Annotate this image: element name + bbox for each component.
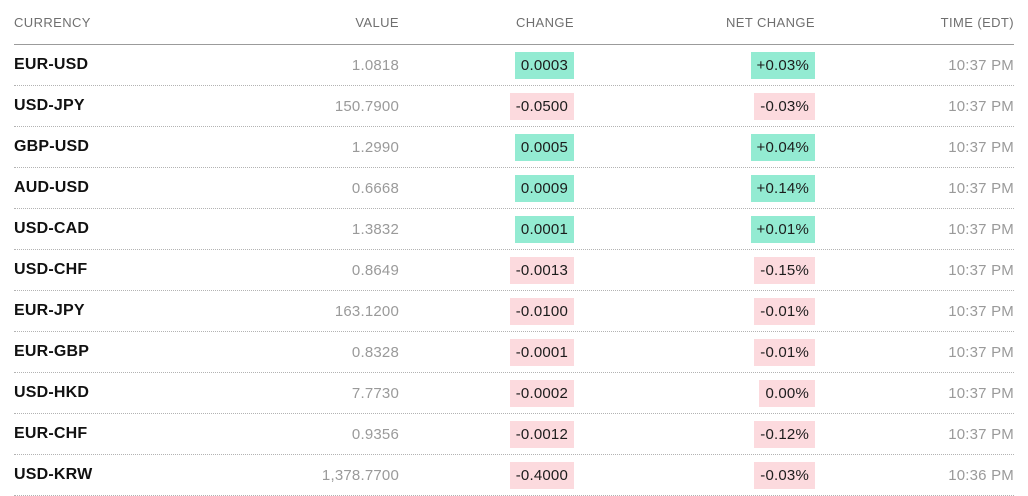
value-cell: 150.7900 [334, 97, 399, 115]
change-badge: -0.0001 [509, 338, 574, 366]
time-cell: 10:37 PM [948, 302, 1014, 320]
table-row: AUD-USD 0.6668 0.0009 +0.14% 10:37 PM [14, 168, 1014, 209]
change-cell: 0.0003 [399, 51, 574, 79]
currency-pair-link[interactable]: EUR-CHF [14, 425, 88, 442]
value-cell: 1.2990 [351, 138, 399, 156]
change-badge: 0.0001 [514, 215, 574, 243]
net-change-badge: +0.01% [750, 215, 815, 243]
table-row: EUR-GBP 0.8328 -0.0001 -0.01% 10:37 PM [14, 332, 1014, 373]
change-badge: -0.0002 [509, 379, 574, 407]
net-change-cell: +0.01% [574, 215, 815, 243]
currency-pair-link[interactable]: USD-CAD [14, 220, 90, 237]
net-change-badge: 0.00% [759, 379, 815, 407]
currency-pair-link[interactable]: USD-JPY [14, 97, 85, 114]
time-cell: 10:37 PM [948, 97, 1014, 115]
table-row: EUR-JPY 163.1200 -0.0100 -0.01% 10:37 PM [14, 291, 1014, 332]
net-change-cell: -0.12% [574, 420, 815, 448]
currency-pair-link[interactable]: USD-KRW [14, 466, 93, 483]
table-row: GBP-USD 1.2990 0.0005 +0.04% 10:37 PM [14, 127, 1014, 168]
table-row: USD-HKD 7.7730 -0.0002 0.00% 10:37 PM [14, 373, 1014, 414]
time-cell: 10:37 PM [948, 343, 1014, 361]
net-change-badge: -0.12% [754, 420, 815, 448]
change-cell: -0.4000 [399, 461, 574, 489]
column-header-currency: CURRENCY [14, 14, 91, 30]
time-cell: 10:37 PM [948, 220, 1014, 238]
table-row: USD-CHF 0.8649 -0.0013 -0.15% 10:37 PM [14, 250, 1014, 291]
change-cell: 0.0001 [399, 215, 574, 243]
currency-pair-link[interactable]: EUR-JPY [14, 302, 85, 319]
currency-pair-link[interactable]: USD-CHF [14, 261, 88, 278]
net-change-badge: -0.15% [754, 256, 815, 284]
currency-pair-link[interactable]: EUR-GBP [14, 343, 90, 360]
value-cell: 0.6668 [351, 179, 399, 197]
change-cell: 0.0009 [399, 174, 574, 202]
currency-pair-link[interactable]: GBP-USD [14, 138, 90, 155]
time-cell: 10:37 PM [948, 56, 1014, 74]
table-row: USD-CAD 1.3832 0.0001 +0.01% 10:37 PM [14, 209, 1014, 250]
value-cell: 0.8649 [351, 261, 399, 279]
change-cell: -0.0001 [399, 338, 574, 366]
change-cell: -0.0013 [399, 256, 574, 284]
change-cell: 0.0005 [399, 133, 574, 161]
net-change-badge: -0.03% [754, 461, 815, 489]
table-row: USD-KRW 1,378.7700 -0.4000 -0.03% 10:36 … [14, 455, 1014, 496]
net-change-cell: +0.14% [574, 174, 815, 202]
column-header-change: CHANGE [515, 14, 574, 30]
change-badge: -0.0100 [509, 297, 574, 325]
change-badge: -0.0500 [509, 92, 574, 120]
change-badge: -0.4000 [509, 461, 574, 489]
net-change-cell: -0.01% [574, 338, 815, 366]
net-change-cell: -0.03% [574, 461, 815, 489]
currency-pair-link[interactable]: EUR-USD [14, 56, 89, 73]
value-cell: 1.0818 [351, 56, 399, 74]
net-change-badge: +0.03% [750, 51, 815, 79]
time-cell: 10:37 PM [948, 261, 1014, 279]
net-change-cell: +0.03% [574, 51, 815, 79]
value-cell: 0.8328 [351, 343, 399, 361]
table-row: USD-JPY 150.7900 -0.0500 -0.03% 10:37 PM [14, 86, 1014, 127]
change-cell: -0.0500 [399, 92, 574, 120]
change-badge: 0.0009 [514, 174, 574, 202]
net-change-badge: -0.03% [754, 92, 815, 120]
column-header-net-change: NET CHANGE [726, 14, 815, 30]
net-change-badge: +0.14% [750, 174, 815, 202]
currency-pair-link[interactable]: AUD-USD [14, 179, 90, 196]
net-change-cell: -0.15% [574, 256, 815, 284]
change-cell: -0.0100 [399, 297, 574, 325]
time-cell: 10:37 PM [948, 425, 1014, 443]
value-cell: 7.7730 [351, 384, 399, 402]
currency-pair-link[interactable]: USD-HKD [14, 384, 90, 401]
value-cell: 1,378.7700 [321, 466, 399, 484]
value-cell: 0.9356 [351, 425, 399, 443]
net-change-badge: +0.04% [750, 133, 815, 161]
net-change-cell: +0.04% [574, 133, 815, 161]
net-change-cell: 0.00% [574, 379, 815, 407]
time-cell: 10:37 PM [948, 384, 1014, 402]
table-row: EUR-USD 1.0818 0.0003 +0.03% 10:37 PM [14, 45, 1014, 86]
change-badge: 0.0003 [514, 51, 574, 79]
net-change-cell: -0.03% [574, 92, 815, 120]
change-badge: -0.0012 [509, 420, 574, 448]
table-row: EUR-CHF 0.9356 -0.0012 -0.12% 10:37 PM [14, 414, 1014, 455]
value-cell: 163.1200 [334, 302, 399, 320]
change-badge: -0.0013 [509, 256, 574, 284]
net-change-badge: -0.01% [754, 338, 815, 366]
column-header-value: VALUE [355, 14, 399, 30]
column-header-time: TIME (EDT) [940, 14, 1014, 30]
change-cell: -0.0002 [399, 379, 574, 407]
net-change-cell: -0.01% [574, 297, 815, 325]
time-cell: 10:37 PM [948, 179, 1014, 197]
value-cell: 1.3832 [351, 220, 399, 238]
net-change-badge: -0.01% [754, 297, 815, 325]
change-cell: -0.0012 [399, 420, 574, 448]
table-header-row: CURRENCY VALUE CHANGE NET CHANGE TIME (E… [14, 0, 1014, 45]
time-cell: 10:36 PM [948, 466, 1014, 484]
time-cell: 10:37 PM [948, 138, 1014, 156]
change-badge: 0.0005 [514, 133, 574, 161]
